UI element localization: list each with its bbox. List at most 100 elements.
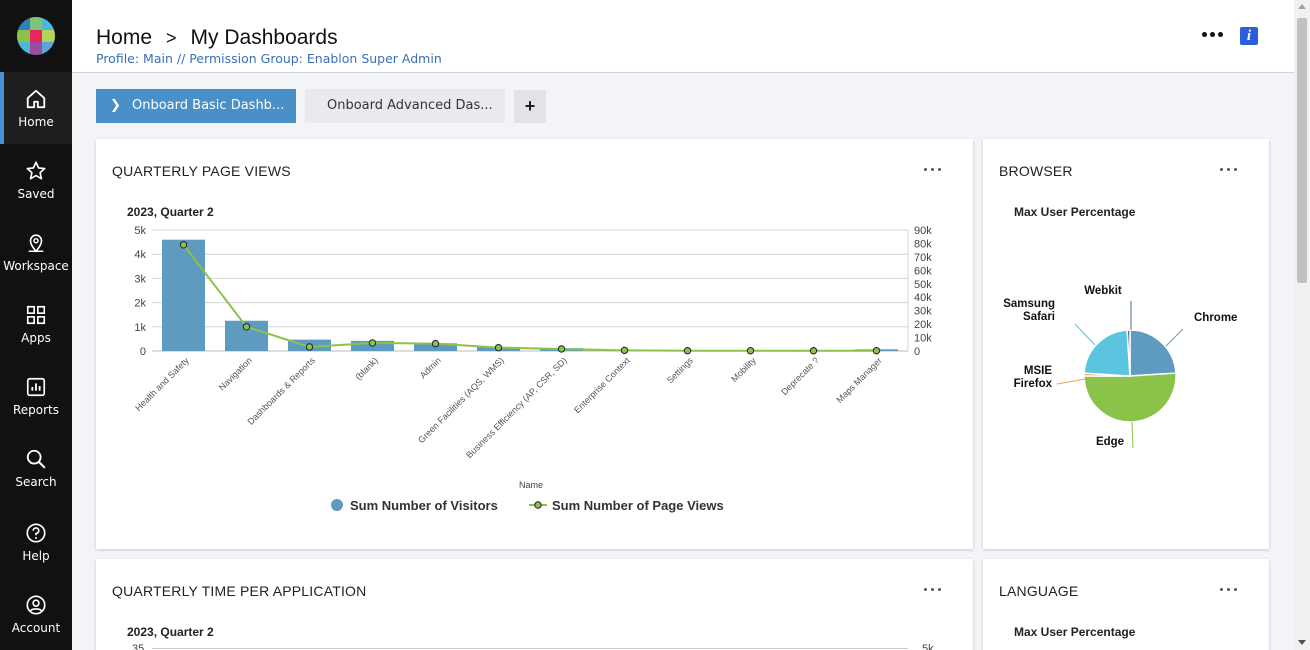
x-axis-title: Name — [519, 480, 543, 490]
y2-tick-label: 90k — [914, 225, 932, 237]
info-icon[interactable]: i — [1240, 27, 1258, 45]
map-pin-icon — [28, 234, 44, 253]
grid-line — [152, 648, 908, 649]
sidebar-item-label: Search — [15, 475, 57, 489]
card-language: LANGUAGE Max User Percentage — [983, 559, 1269, 650]
tab-label: Onboard Advanced Das... — [327, 98, 493, 113]
leader-line — [1131, 421, 1134, 449]
sidebar-item-label: Home — [18, 115, 54, 129]
sidebar-item-label: Apps — [21, 331, 51, 345]
sidebar-item-reports[interactable]: Reports — [0, 360, 72, 432]
pie-slice — [1083, 372, 1177, 423]
page-title: My Dashboards — [190, 26, 338, 49]
x-tick-label: (blank) — [353, 355, 380, 382]
sidebar-item-label: Saved — [17, 187, 55, 201]
y2-tick-label: 40k — [914, 292, 932, 304]
sidebar-item-workspace[interactable]: Workspace — [0, 216, 72, 288]
breadcrumb-home[interactable]: Home — [96, 26, 153, 49]
card-menu-icon[interactable] — [924, 168, 944, 174]
y-tick-label: 3k — [134, 273, 146, 285]
card-title: QUARTERLY TIME PER APPLICATION — [112, 583, 367, 599]
y2-tick-label: 80k — [914, 238, 932, 250]
combo-chart: 01k2k3k4k5k010k20k30k40k50k60k70k80k90kH… — [133, 225, 932, 513]
y2-tick-label: 20k — [914, 319, 932, 331]
y2-tick-label: 70k — [914, 252, 932, 264]
more-options-icon[interactable] — [1202, 26, 1224, 40]
y-tick-label: 0 — [140, 346, 146, 358]
line-point — [431, 339, 440, 348]
y-tick-label: 35 — [132, 643, 145, 650]
x-tick-label: Enterprise Context — [572, 355, 632, 415]
line-point — [872, 347, 881, 355]
pie-slice — [1126, 329, 1131, 377]
card-quarterly-page-views: QUARTERLY PAGE VIEWS 2023, Quarter 2 0 1k… — [96, 139, 973, 549]
y2-tick-label: 10k — [914, 333, 932, 345]
breadcrumb: Home > My Dashboards — [96, 26, 338, 50]
tab-onboard-basic[interactable]: ❯ Onboard Basic Dashb... — [96, 89, 296, 123]
account-icon — [26, 595, 46, 615]
sidebar-item-home[interactable]: Home — [0, 72, 72, 144]
pie-label: Webkit — [1084, 285, 1122, 297]
pie-label: Samsung — [1003, 298, 1055, 310]
line-point — [620, 346, 629, 355]
pie-slice — [1083, 329, 1131, 377]
chart-subtitle: 2023, Quarter 2 — [127, 205, 214, 219]
card-menu-icon[interactable] — [924, 588, 944, 594]
bar-chart-icon — [26, 377, 46, 397]
card-quarterly-time-per-application: QUARTERLY TIME PER APPLICATION 2023, Qua… — [96, 559, 973, 650]
y-tick-label: 2k — [134, 298, 146, 310]
x-tick-label: Health and Safety — [133, 355, 191, 413]
x-tick-label: Admin — [418, 355, 443, 380]
scroll-up-arrow-icon[interactable] — [1298, 4, 1306, 9]
card-menu-icon[interactable] — [1220, 168, 1240, 174]
x-tick-label: Settings — [665, 355, 695, 385]
card-menu-icon[interactable] — [1220, 588, 1240, 594]
sidebar-item-label: Workspace — [3, 259, 69, 273]
sidebar-item-label: Help — [22, 549, 50, 563]
sidebar-item-label: Account — [11, 621, 61, 635]
card-title: BROWSER — [999, 163, 1073, 179]
help-icon — [26, 523, 46, 543]
y-tick-label: 1k — [134, 322, 146, 334]
line-point — [746, 347, 755, 355]
pie-label: Safari — [1023, 311, 1055, 323]
line-point — [494, 343, 503, 352]
sidebar-item-label: Reports — [12, 403, 60, 417]
scrollbar-thumb[interactable] — [1297, 18, 1307, 283]
sidebar-item-account[interactable]: Account — [0, 578, 72, 650]
x-tick-label: Dashboards & Reports — [245, 355, 317, 427]
line-point — [305, 343, 314, 351]
line-point — [179, 241, 188, 249]
leader-line — [1165, 328, 1184, 347]
x-tick-label: Business Efficiency (AP, CSR, SD) — [464, 355, 569, 460]
profile-subtitle: Profile: Main // Permission Group: Enabl… — [96, 51, 442, 66]
app-logo[interactable] — [17, 17, 55, 55]
chart-subtitle: Max User Percentage — [1014, 625, 1136, 639]
card-title: QUARTERLY PAGE VIEWS — [112, 163, 291, 179]
tab-label: Onboard Basic Dashb... — [132, 98, 285, 113]
y2-tick-label: 50k — [914, 279, 932, 291]
breadcrumb-separator: > — [166, 28, 177, 48]
y2-tick-label: 60k — [914, 265, 932, 277]
x-tick-label: Mobility — [729, 355, 758, 384]
add-tab-button[interactable]: + — [514, 90, 546, 123]
line-point — [809, 347, 818, 355]
line-point — [557, 345, 566, 353]
line-point — [242, 323, 251, 331]
sidebar-item-apps[interactable]: Apps — [0, 288, 72, 360]
sidebar-item-help[interactable]: Help — [0, 506, 72, 578]
tab-onboard-advanced[interactable]: Onboard Advanced Das... — [305, 89, 505, 123]
sidebar-item-saved[interactable]: Saved — [0, 144, 72, 216]
legend-marker-page-views — [534, 501, 542, 509]
legend-label: Sum Number of Visitors — [350, 498, 498, 513]
pie-slice — [1129, 329, 1177, 377]
sidebar-item-search[interactable]: Search — [0, 432, 72, 504]
pie-label: Edge — [1096, 436, 1124, 448]
bar — [162, 239, 205, 351]
line-point — [368, 339, 377, 347]
home-icon — [26, 89, 46, 109]
pie-label: Firefox — [1014, 378, 1053, 390]
page-header: Home > My Dashboards Profile: Main // Perm… — [72, 0, 1294, 73]
scroll-down-arrow-icon[interactable] — [1298, 640, 1306, 645]
